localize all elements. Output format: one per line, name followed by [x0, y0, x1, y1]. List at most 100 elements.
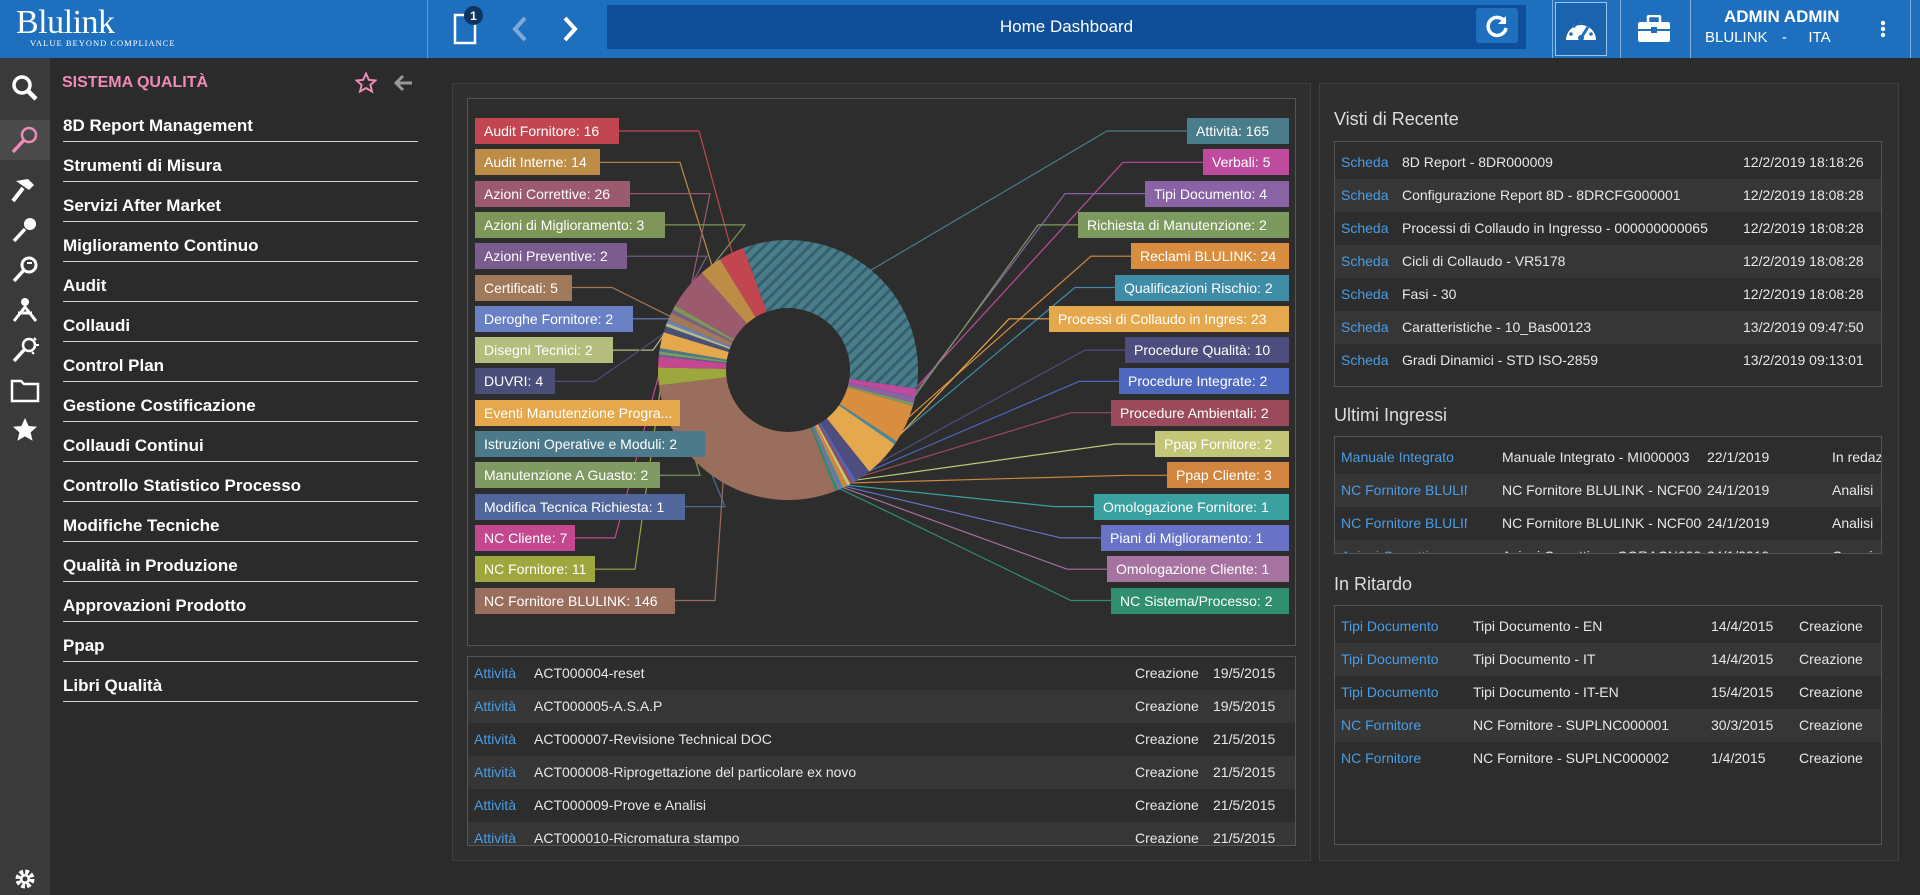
table-row[interactable]: NC Fornitore NC Fornitore - SUPLNC000002 1… [1335, 742, 1881, 775]
kebab-menu-icon[interactable] [1870, 0, 1896, 58]
dashboard-gauge-button[interactable] [1555, 2, 1607, 56]
row-type-link[interactable]: Attività [474, 830, 517, 846]
menu-item[interactable]: Collaudi [63, 312, 418, 342]
table-row[interactable]: Scheda Configurazione Report 8D - 8DRCFG0… [1335, 179, 1881, 212]
row-date: 13/2/2019 09:13:01 [1743, 352, 1864, 368]
menu-item[interactable]: Servizi After Market [63, 192, 418, 222]
activities-table: Attività ACT000004-reset Creazione 19/5/201… [467, 656, 1296, 846]
table-row[interactable]: Attività ACT000005-A.S.A.P Creazione 19/5/2… [468, 690, 1295, 723]
folder-icon[interactable] [0, 370, 50, 410]
magnifier-quality-icon[interactable] [0, 120, 50, 160]
search-icon[interactable] [0, 68, 50, 108]
refresh-button[interactable] [1476, 8, 1518, 43]
row-type-link[interactable]: Scheda [1341, 352, 1389, 368]
leader-line [619, 130, 734, 257]
row-type-link[interactable]: Attività [474, 698, 517, 714]
table-row[interactable]: Scheda Gradi Dinamici - STD ISO-2859 13/2/… [1335, 344, 1881, 377]
row-date: 12/2/2019 18:08:28 [1743, 253, 1864, 269]
row-type-link[interactable]: NC Fornitore [1341, 717, 1422, 733]
row-type-link[interactable]: Scheda [1341, 286, 1389, 302]
row-status: Analisi [1832, 482, 1874, 498]
menu-item[interactable]: Miglioramento Continuo [63, 232, 418, 262]
chart-label: Richiesta di Manutenzione: 2 [1078, 211, 1289, 238]
row-status: Creazione [1799, 684, 1863, 700]
menu-item[interactable]: Approvazioni Prodotto [63, 592, 418, 622]
menu-item[interactable]: Controllo Statistico Processo [63, 472, 418, 502]
star-icon[interactable] [0, 410, 50, 450]
row-type-link[interactable]: NC Fornitore BLULINK [1341, 515, 1467, 531]
menu-item[interactable]: 8D Report Management [63, 112, 418, 142]
chart-label: Procedure Qualità: 10 [1125, 337, 1289, 364]
table-row[interactable]: Tipi Documento Tipi Documento - IT-EN 15/4… [1335, 676, 1881, 709]
forward-arrow-icon[interactable] [555, 0, 585, 58]
menu-item[interactable]: Collaudi Continui [63, 432, 418, 462]
row-status: Creazione [1799, 750, 1863, 766]
hammer-icon[interactable] [0, 170, 50, 210]
table-row[interactable]: Tipi Documento Tipi Documento - EN 14/4/20… [1335, 610, 1881, 643]
chart-label: NC Sistema/Processo: 2 [1111, 587, 1289, 614]
menu-item[interactable]: Libri Qualità [63, 672, 418, 702]
ingressi-title: Ultimi Ingressi [1334, 405, 1448, 425]
row-type-link[interactable]: Scheda [1341, 154, 1389, 170]
brand-logo[interactable]: Blulink Value beyond compliance [0, 0, 428, 58]
table-row[interactable]: Attività ACT000004-reset Creazione 19/5/201… [468, 657, 1295, 690]
table-row[interactable]: Scheda 8D Report - 8DR000009 12/2/2019 18:… [1335, 146, 1881, 179]
row-type-link[interactable]: Attività [474, 764, 517, 780]
row-status: Analisi [1832, 515, 1874, 531]
row-code: ACT000007-Revisione Technical DOC [534, 731, 772, 747]
row-type-link[interactable]: Scheda [1341, 319, 1389, 335]
microphone-tool-icon[interactable] [0, 210, 50, 250]
chart-label: Omologazione Cliente: 1 [1107, 556, 1289, 583]
chart-label: Disegni Tecnici: 2 [475, 337, 613, 364]
menu-item[interactable]: Ppap [63, 632, 418, 662]
row-type-link[interactable]: Scheda [1341, 253, 1389, 269]
menu-item[interactable]: Modifiche Tecniche [63, 512, 418, 542]
menu-item[interactable]: Audit [63, 272, 418, 302]
menu-item[interactable]: Control Plan [63, 352, 418, 382]
table-row[interactable]: Attività ACT000009-Prove e Analisi Creazio… [468, 789, 1295, 822]
table-row[interactable]: Attività ACT000008-Riprogettazione del pa… [468, 756, 1295, 789]
row-type-link[interactable]: Tipi Documento [1341, 684, 1439, 700]
table-row[interactable]: Manuale Integrato Manuale Integrato - MI0… [1335, 441, 1881, 474]
table-row[interactable]: Attività ACT000010-Ricromatura stampo Crea… [468, 822, 1295, 846]
table-row[interactable]: NC Fornitore NC Fornitore - SUPLNC000001 3… [1335, 709, 1881, 742]
row-type-link[interactable]: Tipi Documento [1341, 651, 1439, 667]
chart-label: Attività: 165 [1187, 118, 1289, 144]
menu-item[interactable]: Gestione Costificazione [63, 392, 418, 422]
row-type-link[interactable]: Manuale Integrato [1341, 449, 1454, 465]
table-row[interactable]: Scheda Cicli di Collaudo - VR5178 12/2/201… [1335, 245, 1881, 278]
leader-line [867, 130, 1187, 273]
table-row[interactable]: Azioni Correttive Azioni Correttive - COR… [1335, 540, 1881, 553]
leader-line [837, 485, 1107, 570]
gear-icon[interactable] [0, 864, 50, 894]
chart-label: Deroghe Fornitore: 2 [475, 305, 633, 332]
table-row[interactable]: NC Fornitore BLULINK NC Fornitore BLULINK… [1335, 474, 1881, 507]
wrench-key-icon[interactable] [0, 250, 50, 290]
table-row[interactable]: Scheda Fasi - 30 12/2/2019 18:08:28 [1335, 278, 1881, 311]
row-type-link[interactable]: Tipi Documento [1341, 618, 1439, 634]
table-row[interactable]: Tipi Documento Tipi Documento - IT 14/4/20… [1335, 643, 1881, 676]
leader-line [633, 318, 674, 324]
row-type-link[interactable]: NC Fornitore [1341, 750, 1422, 766]
row-type-link[interactable]: Scheda [1341, 187, 1389, 203]
briefcase-button[interactable] [1632, 0, 1676, 58]
row-type-link[interactable]: Scheda [1341, 220, 1389, 236]
row-type-link[interactable]: Azioni Correttive [1341, 540, 1467, 553]
menu-item[interactable]: Strumenti di Misura [63, 152, 418, 182]
back-arrow-icon[interactable] [505, 0, 535, 58]
table-row[interactable]: Attività ACT000007-Revisione Technical DO… [468, 723, 1295, 756]
favorite-star-icon[interactable] [354, 71, 378, 99]
table-row[interactable]: Scheda Caratteristiche - 10_Bas00123 13/2/… [1335, 311, 1881, 344]
row-type-link[interactable]: Attività [474, 797, 517, 813]
table-row[interactable]: NC Fornitore BLULINK NC Fornitore BLULINK… [1335, 507, 1881, 540]
chart-label: NC Fornitore: 11 [475, 556, 595, 583]
row-type-link[interactable]: Attività [474, 665, 517, 681]
tools-crossed-icon[interactable] [0, 290, 50, 330]
chart-label: NC Fornitore BLULINK: 146 [475, 587, 675, 614]
magic-tool-icon[interactable] [0, 330, 50, 370]
row-type-link[interactable]: NC Fornitore BLULINK [1341, 482, 1467, 498]
menu-item[interactable]: Qualità in Produzione [63, 552, 418, 582]
row-type-link[interactable]: Attività [474, 731, 517, 747]
table-row[interactable]: Scheda Processi di Collaudo in Ingresso -… [1335, 212, 1881, 245]
collapse-arrow-icon[interactable] [392, 72, 414, 99]
